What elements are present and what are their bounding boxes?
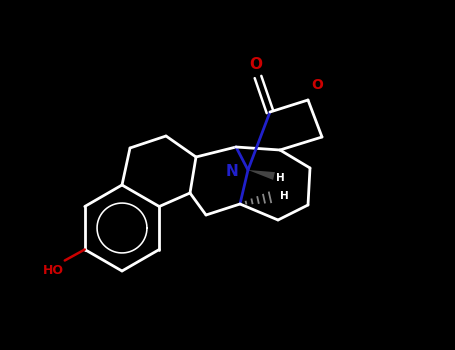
- Text: N: N: [226, 164, 238, 180]
- Text: H: H: [276, 173, 285, 183]
- Text: O: O: [249, 57, 263, 72]
- Polygon shape: [248, 170, 275, 180]
- Text: H: H: [280, 191, 289, 201]
- Text: HO: HO: [43, 264, 64, 276]
- Text: O: O: [311, 78, 323, 92]
